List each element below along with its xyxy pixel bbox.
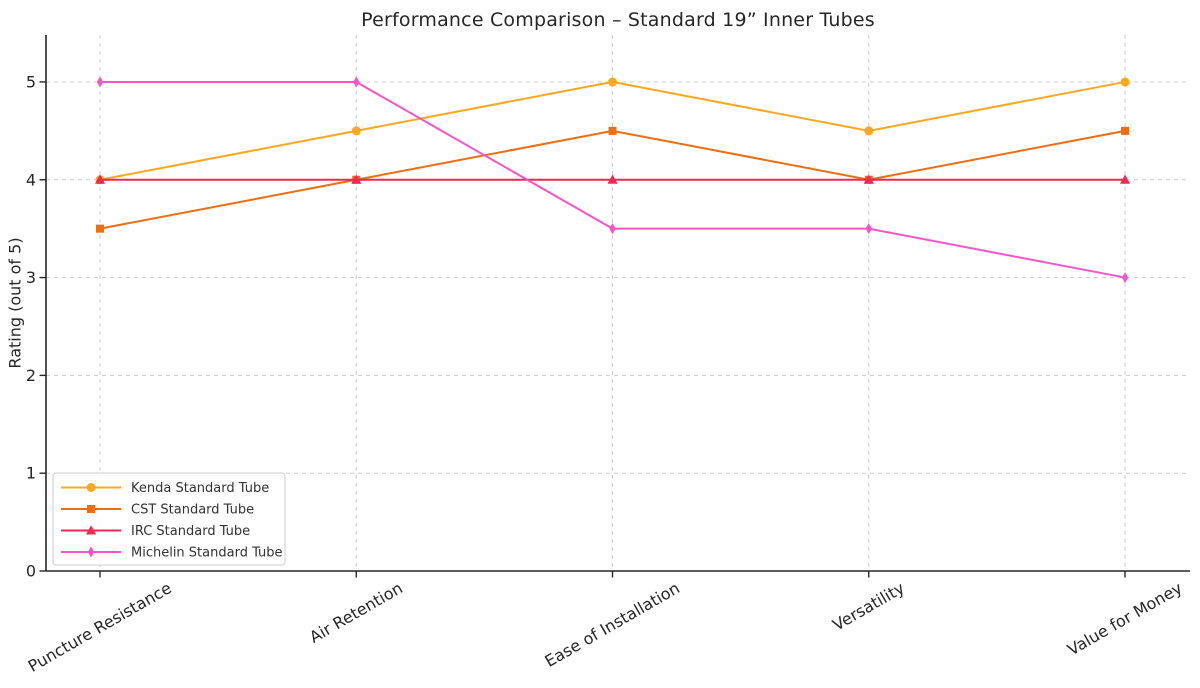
legend-marker-cst-standard-tube — [87, 505, 95, 513]
marker-irc-standard-tube — [351, 174, 362, 184]
chart-title: Performance Comparison – Standard 19” In… — [361, 9, 875, 31]
marker-kenda-standard-tube — [351, 126, 361, 136]
y-tick-label: 1 — [26, 464, 36, 483]
marker-michelin-standard-tube — [353, 76, 360, 88]
y-tick-label: 4 — [26, 170, 36, 189]
legend-marker-irc-standard-tube — [86, 525, 96, 535]
marker-cst-standard-tube — [96, 224, 104, 233]
legend-label-kenda-standard-tube: Kenda Standard Tube — [131, 481, 269, 496]
x-tick-label: Air Retention — [306, 578, 406, 647]
marker-irc-standard-tube — [863, 174, 874, 184]
marker-kenda-standard-tube — [608, 77, 617, 87]
y-tick-label: 5 — [26, 72, 36, 91]
marker-michelin-standard-tube — [865, 223, 872, 235]
marker-irc-standard-tube — [95, 174, 105, 184]
marker-cst-standard-tube — [608, 126, 617, 135]
x-tick-label: Ease of Installation — [542, 578, 683, 671]
x-tick-label: Puncture Resistance — [25, 578, 175, 676]
marker-michelin-standard-tube — [96, 76, 104, 88]
marker-irc-standard-tube — [607, 174, 618, 184]
y-axis-label: Rating (out of 5) — [5, 237, 25, 369]
legend-label-cst-standard-tube: CST Standard Tube — [131, 503, 254, 518]
legend-marker-kenda-standard-tube — [86, 483, 96, 492]
legend-box — [52, 472, 286, 566]
marker-irc-standard-tube — [1120, 174, 1130, 184]
y-tick-label: 3 — [26, 268, 36, 287]
legend-label-michelin-standard-tube: Michelin Standard Tube — [131, 546, 283, 561]
y-tick-label: 2 — [26, 366, 36, 385]
x-tick-label: Versatility — [829, 578, 907, 634]
x-tick-label: Value for Money — [1064, 578, 1185, 659]
marker-kenda-standard-tube — [1120, 77, 1130, 87]
marker-michelin-standard-tube — [609, 223, 616, 235]
legend-label-irc-standard-tube: IRC Standard Tube — [131, 524, 250, 539]
legend-marker-michelin-standard-tube — [87, 546, 95, 558]
marker-cst-standard-tube — [1121, 126, 1129, 135]
marker-kenda-standard-tube — [864, 126, 874, 136]
y-tick-label: 0 — [26, 562, 36, 581]
marker-michelin-standard-tube — [1121, 272, 1129, 284]
